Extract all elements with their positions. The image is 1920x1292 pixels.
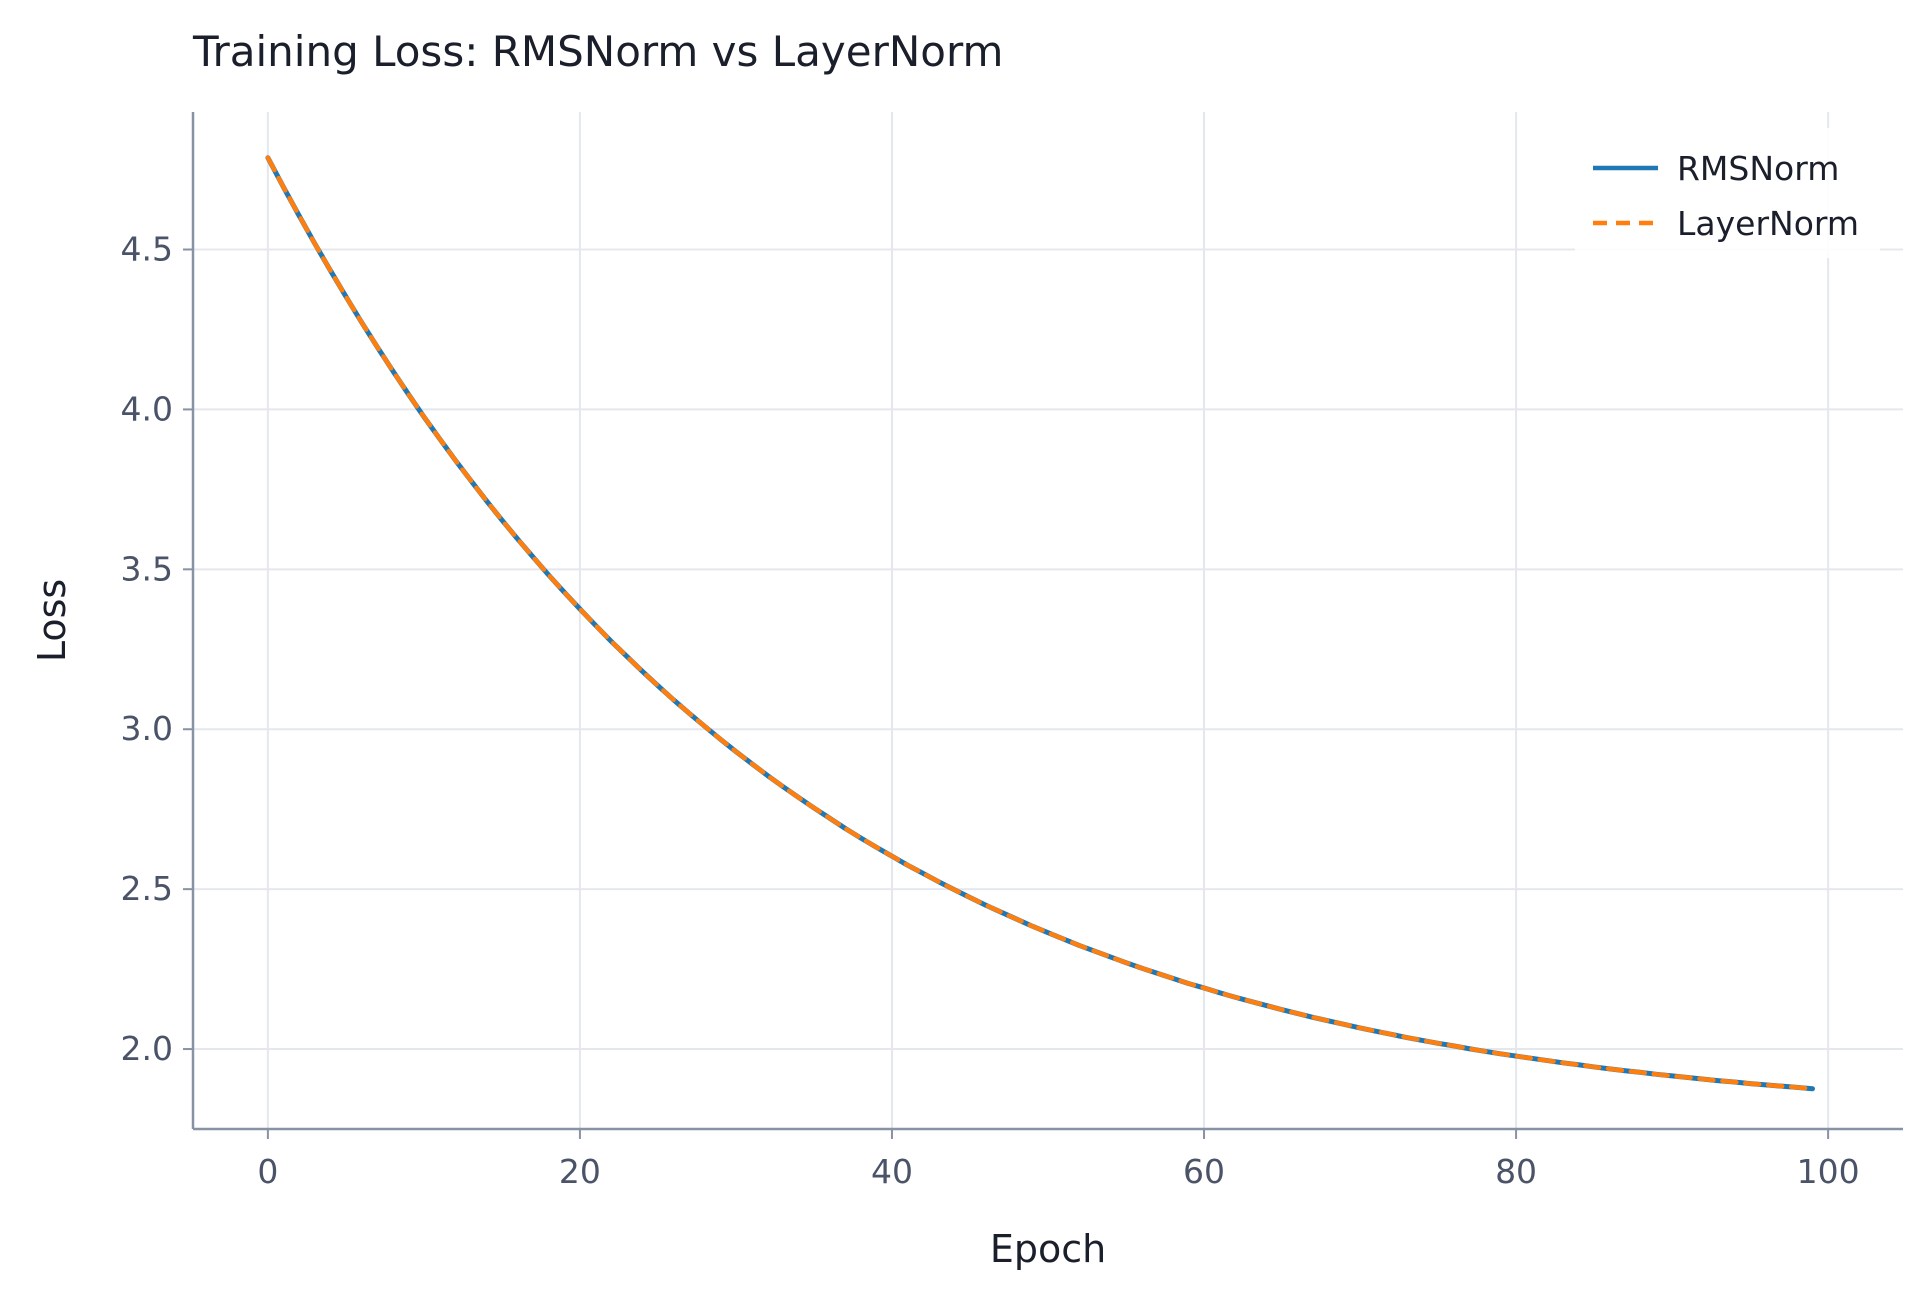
axes	[191, 112, 1903, 1131]
legend: RMSNorm LayerNorm	[1575, 128, 1880, 258]
y-tick-label: 2.5	[121, 869, 173, 908]
y-tick-label: 2.0	[121, 1029, 173, 1068]
legend-label-rmsnorm: RMSNorm	[1677, 149, 1839, 188]
chart-title: Training Loss: RMSNorm vs LayerNorm	[192, 27, 1003, 76]
y-tick-label: 4.5	[121, 230, 173, 269]
series-line-layernorm	[265, 155, 1815, 1091]
y-tick-label: 4.0	[121, 389, 173, 428]
x-tick-label: 40	[871, 1152, 913, 1191]
series-group	[265, 155, 1816, 1092]
ticks: 0 20 40 60 80 100 2.0 2.5 3.0 3.5 4.0 4.5	[121, 230, 1860, 1191]
x-tick-label: 60	[1183, 1152, 1225, 1191]
series-line-rmsnorm	[265, 155, 1816, 1092]
x-tick-label: 80	[1495, 1152, 1537, 1191]
x-tick-label: 100	[1797, 1152, 1860, 1191]
legend-label-layernorm: LayerNorm	[1677, 204, 1859, 243]
x-tick-label: 0	[257, 1152, 278, 1191]
x-axis-label: Epoch	[990, 1227, 1106, 1271]
y-tick-label: 3.5	[121, 549, 173, 588]
y-tick-label: 3.0	[121, 709, 173, 748]
grid	[193, 112, 1903, 1129]
legend-box	[1575, 128, 1880, 258]
x-tick-label: 20	[559, 1152, 601, 1191]
y-axis-label: Loss	[30, 579, 74, 662]
